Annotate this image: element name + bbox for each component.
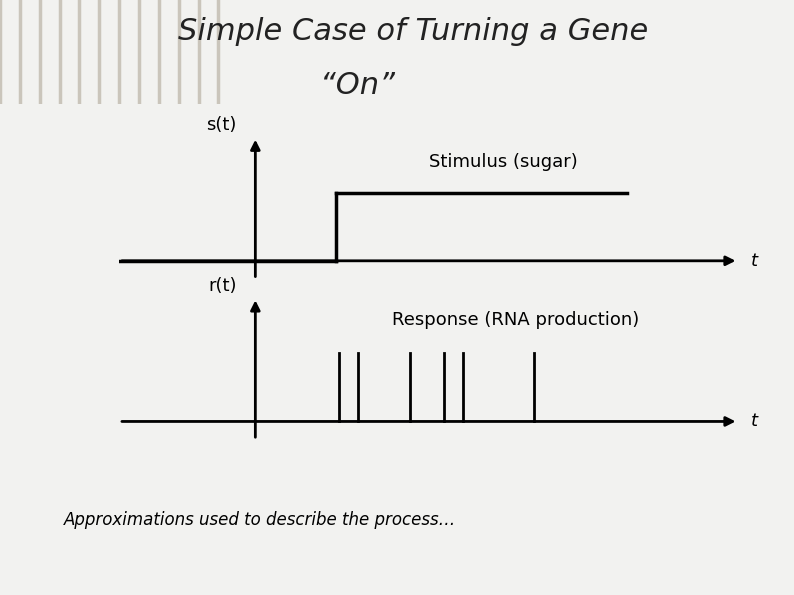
Text: Simple Case of Turning a Gene: Simple Case of Turning a Gene — [178, 17, 648, 46]
Text: Stimulus (sugar): Stimulus (sugar) — [429, 153, 577, 171]
Text: t: t — [751, 252, 757, 270]
Text: Response (RNA production): Response (RNA production) — [392, 311, 639, 329]
Text: Approximations used to describe the process…: Approximations used to describe the proc… — [64, 511, 456, 529]
Text: “On”: “On” — [320, 71, 395, 100]
Text: t: t — [751, 412, 757, 430]
Text: r(t): r(t) — [208, 277, 237, 295]
Text: s(t): s(t) — [206, 117, 237, 134]
